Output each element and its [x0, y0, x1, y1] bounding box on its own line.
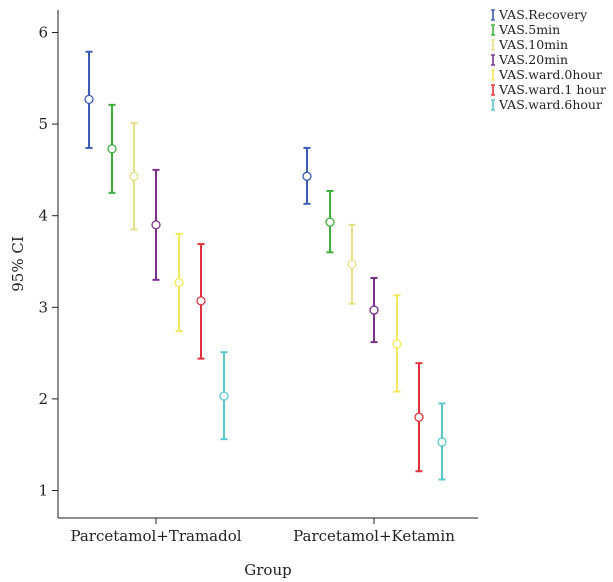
legend-item: VAS.10min	[491, 37, 568, 52]
error-bar	[84, 50, 94, 149]
mean-marker	[325, 217, 335, 227]
x-tick-label: Parcetamol+Tramadol	[70, 527, 241, 545]
x-axis-title: Group	[244, 561, 291, 579]
mean-marker	[84, 94, 94, 105]
mean-marker	[347, 259, 357, 269]
error-bar	[347, 223, 357, 305]
error-bar	[392, 294, 402, 393]
error-bar	[107, 103, 117, 194]
legend-item: VAS.ward.1 hour	[491, 82, 606, 97]
legend-label: VAS.ward.1 hour	[498, 82, 606, 97]
y-axis-title: 95% CI	[9, 236, 27, 292]
legend-item: VAS.ward.0hour	[491, 67, 602, 82]
error-bars	[84, 50, 447, 481]
mean-marker	[129, 171, 139, 181]
legend-item: VAS.Recovery	[491, 7, 588, 22]
mean-marker	[174, 277, 184, 288]
legend-label: VAS.10min	[498, 37, 568, 52]
legend-label: VAS.ward.6hour	[498, 97, 602, 112]
error-bar	[302, 146, 312, 205]
mean-marker	[219, 391, 229, 401]
error-bar	[369, 276, 379, 344]
legend-label: VAS.ward.0hour	[498, 67, 602, 82]
mean-marker	[369, 305, 379, 315]
mean-marker	[196, 296, 206, 306]
mean-marker	[392, 339, 402, 349]
mean-marker	[151, 220, 161, 230]
mean-marker	[107, 144, 117, 154]
y-ticks: 1 2 3 4 5 6	[38, 24, 58, 500]
error-bar	[219, 351, 229, 441]
error-bar	[151, 168, 161, 281]
legend-item: VAS.ward.6hour	[491, 97, 602, 112]
legend-label: VAS.5min	[498, 22, 560, 37]
legend-item: VAS.20min	[491, 52, 568, 67]
mean-marker	[414, 412, 424, 422]
y-tick-label: 3	[38, 298, 48, 316]
error-bar	[196, 243, 206, 360]
legend-label: VAS.20min	[498, 52, 568, 67]
y-tick-label: 4	[38, 207, 48, 225]
mean-marker	[302, 171, 312, 181]
error-bar	[414, 362, 424, 473]
legend-label: VAS.Recovery	[498, 7, 588, 22]
error-bar	[129, 122, 139, 231]
legend-item: VAS.5min	[491, 22, 560, 37]
y-tick-label: 5	[38, 115, 48, 133]
legend: VAS.RecoveryVAS.5minVAS.10minVAS.20minVA…	[491, 7, 606, 112]
y-tick-label: 1	[38, 482, 48, 500]
x-ticks: Parcetamol+Tramadol Parcetamol+Ketamin	[70, 518, 455, 545]
error-bar	[174, 233, 184, 333]
x-tick-label: Parcetamol+Ketamin	[293, 527, 455, 545]
error-bar	[325, 189, 335, 254]
mean-marker	[437, 437, 447, 447]
y-tick-label: 6	[38, 24, 48, 42]
y-tick-label: 2	[38, 390, 48, 408]
error-bar	[437, 402, 447, 481]
